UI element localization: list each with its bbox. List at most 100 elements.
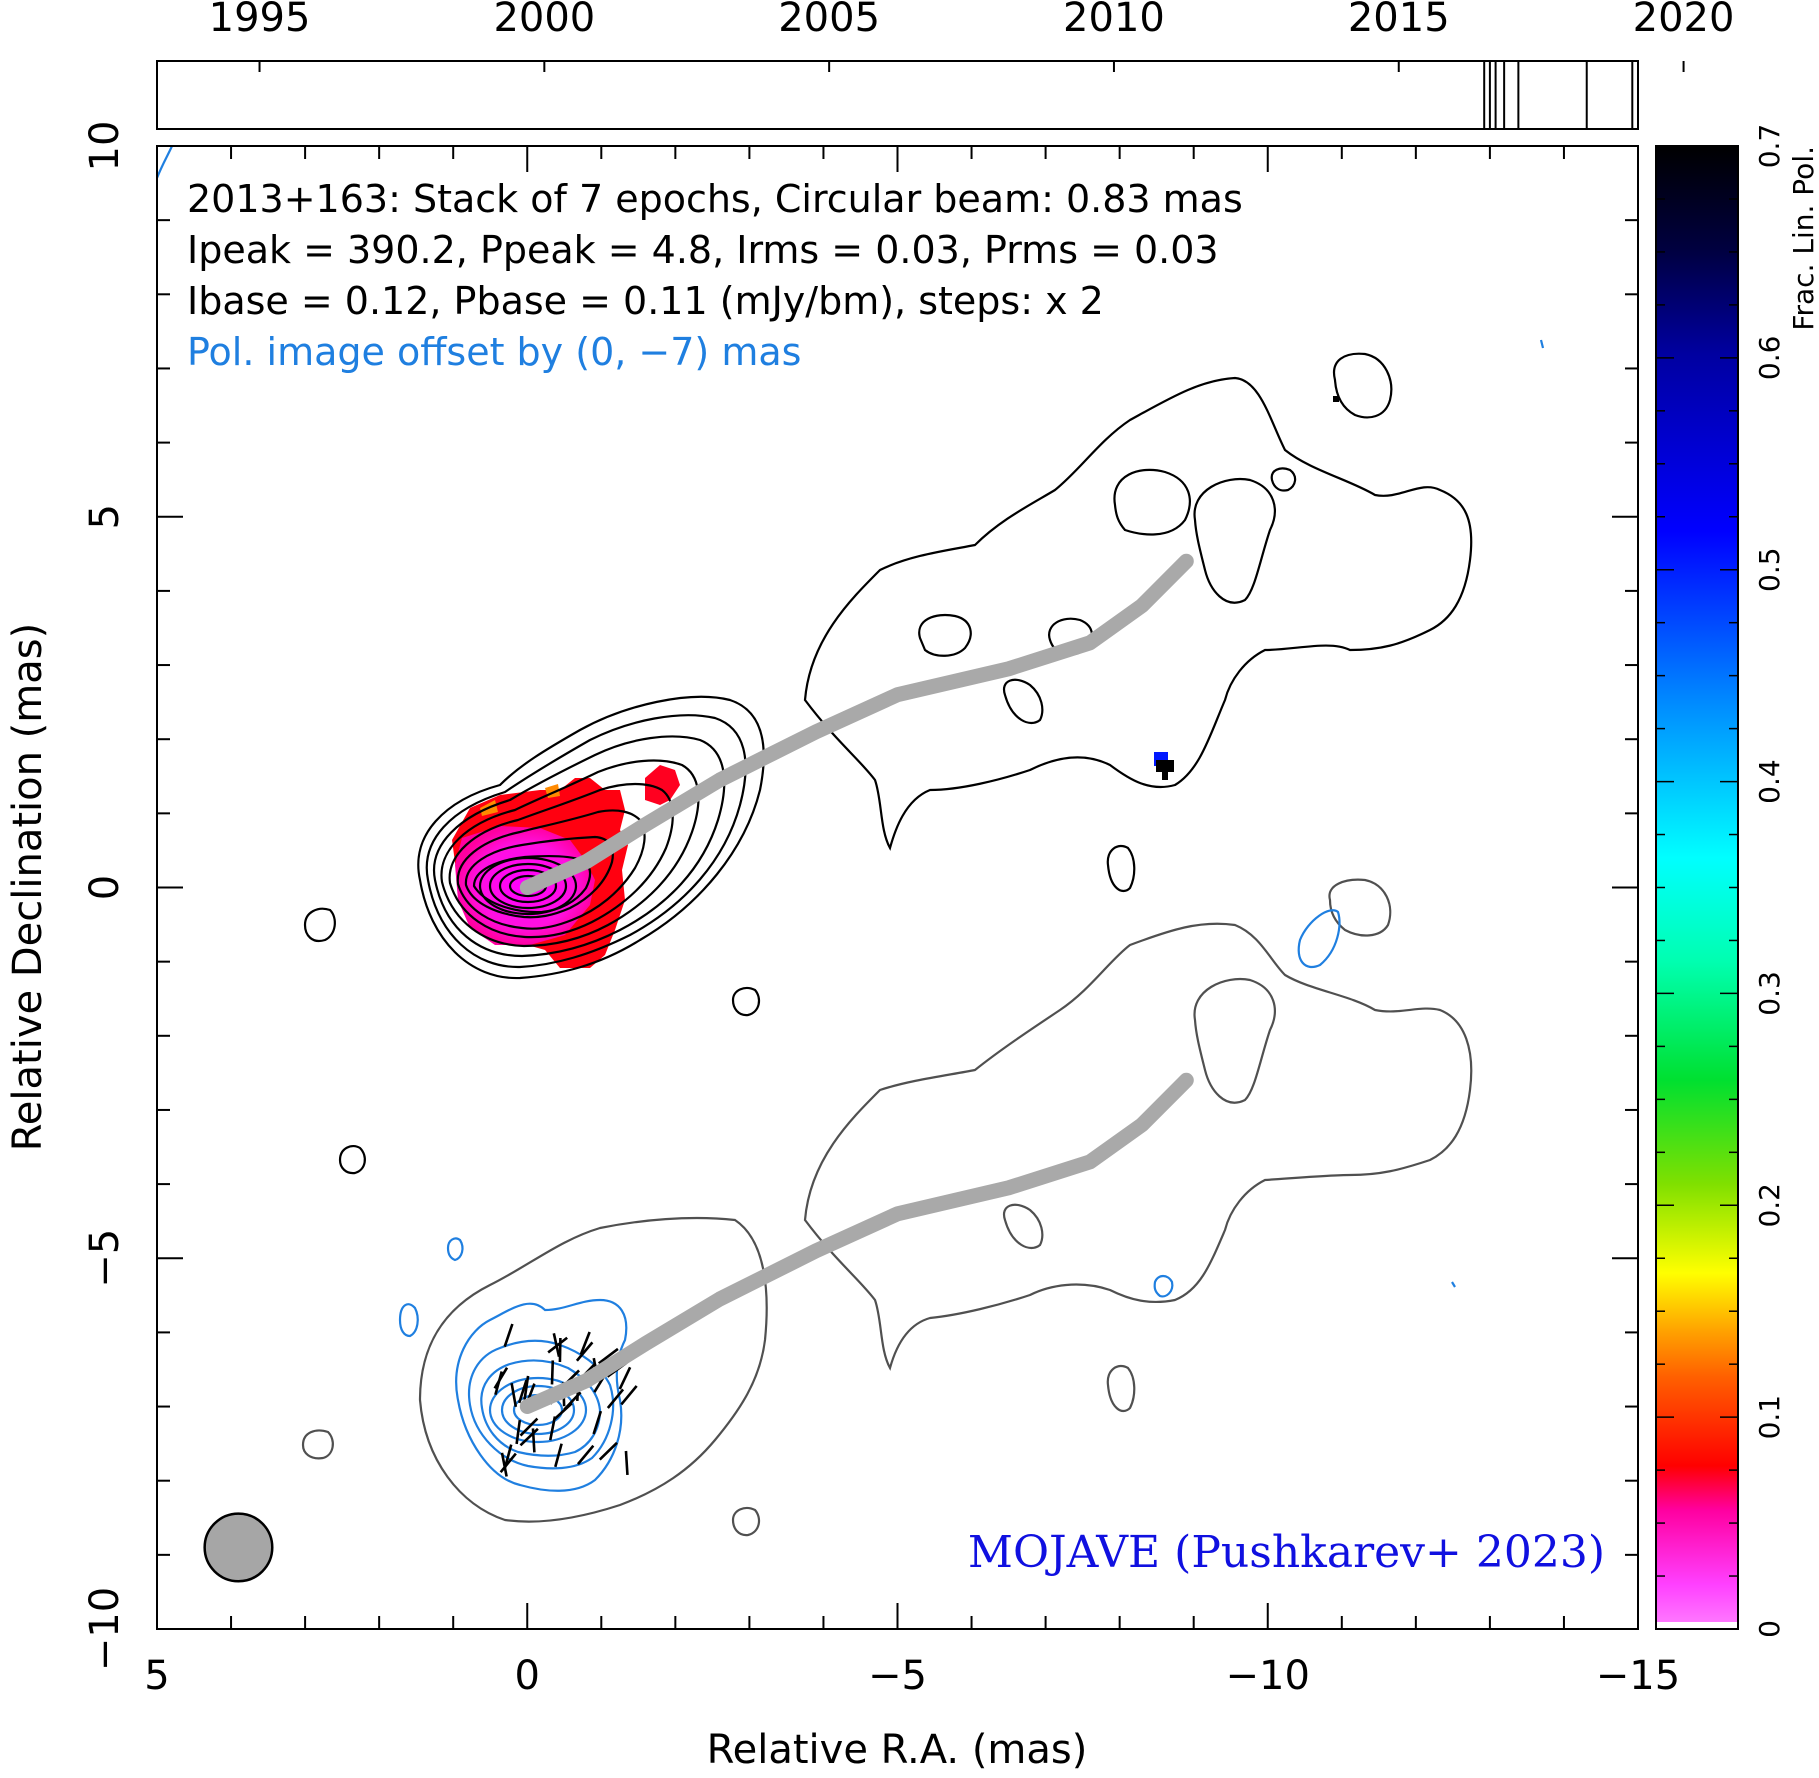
y-tick-label: 5	[82, 504, 128, 529]
jet-inner-loop-6	[1270, 467, 1297, 492]
jet-inner-loop-3	[918, 613, 972, 657]
intensity-jet-contours	[303, 352, 1473, 1175]
y-tick-label: −5	[82, 1229, 128, 1288]
evpa-stick	[552, 1333, 561, 1357]
core-contour-7	[464, 835, 614, 919]
jet-inner-loop-2	[1193, 477, 1276, 604]
epoch-timeline: 1995 2000 2005 2010 2015 2020	[156, 0, 1735, 130]
jet-inner-loop-5	[1002, 678, 1044, 725]
evpa-stick	[620, 1385, 638, 1406]
colorbar-gradient	[1656, 146, 1738, 1629]
core-contour-11	[498, 868, 558, 904]
timeline-ticks: 1995 2000 2005 2010 2015 2020	[209, 0, 1735, 72]
timeline-tick-label: 1995	[209, 0, 311, 41]
offset-intensity-contours	[301, 878, 1473, 1537]
jet-knot-contour	[1332, 352, 1393, 419]
colorbar-label: Frac. Lin. Pol.	[1787, 146, 1819, 331]
pol-contour-1	[455, 1298, 628, 1492]
beam-circle	[203, 1512, 274, 1583]
offset-isolated-a	[1002, 1203, 1044, 1250]
evpa-stick	[517, 1379, 528, 1404]
x-tick-label: −10	[1226, 1653, 1310, 1699]
evpa-stick	[515, 1419, 522, 1445]
pol-contour-4	[488, 1376, 588, 1444]
ridge-line-offset	[519, 1072, 1194, 1414]
frac-pol-red-knot	[645, 765, 680, 805]
core-contour-1	[417, 695, 765, 980]
evpa-stick	[519, 1427, 539, 1447]
frac-pol-core	[452, 396, 1339, 968]
info-line-2: Ipeak = 390.2, Ppeak = 4.8, Irms = 0.03,…	[187, 228, 1219, 272]
pol-contour-2	[467, 1339, 615, 1470]
pol-contour-knot-d	[1297, 909, 1341, 968]
timeline-tick-label: 2005	[778, 0, 880, 41]
axis-tick-labels: 5 0 −5 −10 −15 −10 −5 0 5 10	[82, 121, 1680, 1699]
timeline-epochs	[1483, 61, 1634, 129]
colorbar-white-cap	[1656, 1622, 1738, 1629]
info-line-3: Ibase = 0.12, Pbase = 0.11 (mJy/bm), ste…	[187, 279, 1104, 323]
isolated-contour-c	[731, 986, 761, 1017]
colorbar: 0 0.1 0.2 0.3 0.4 0.5 0.6 0.7 Frac. Lin. Pol.	[1655, 124, 1819, 1638]
pol-offset-note: Pol. image offset by (0, −7) mas	[187, 330, 801, 374]
pol-contour-knot-b	[446, 1237, 464, 1262]
evpa-stick	[624, 1450, 629, 1476]
cb-tick-label: 0.5	[1753, 547, 1786, 592]
isolated-contour-d	[338, 1144, 366, 1175]
pol-contour-tiny-b	[1451, 1281, 1456, 1288]
evpa-stick	[606, 1388, 625, 1409]
x-tick-label: −15	[1596, 1653, 1680, 1699]
core-contour-9	[478, 856, 578, 916]
evpa-stick	[618, 1366, 632, 1390]
offset-jet-contour	[803, 922, 1473, 1371]
pol-contour-edge	[157, 146, 174, 179]
evpa-stick	[592, 1410, 603, 1435]
timeline-tick-label: 2000	[493, 0, 595, 41]
cb-tick-label: 0.1	[1753, 1395, 1786, 1440]
cb-tick-label: 0.6	[1753, 336, 1786, 381]
cb-tick-label: 0.2	[1753, 1183, 1786, 1228]
frac-pol-black-pixel	[1156, 760, 1174, 780]
timeline-tick-label: 2010	[1063, 0, 1165, 41]
evpa-stick	[597, 1347, 619, 1365]
map-panel: 5 0 −5 −10 −15 −10 −5 0 5 10 2013+163: Stack of 7…	[5, 121, 1680, 1773]
jet-outer-contour	[803, 376, 1473, 851]
credit-text: MOJAVE (Pushkarev+ 2023)	[968, 1527, 1605, 1578]
cb-tick-label: 0.3	[1753, 971, 1786, 1016]
axis-ticks	[156, 145, 1639, 1630]
x-axis-label: Relative R.A. (mas)	[707, 1727, 1088, 1773]
evpa-stick	[499, 1452, 517, 1474]
pol-contour-knot-c	[1153, 1274, 1174, 1298]
offset-jet-inner-loop	[1193, 977, 1276, 1104]
jet-inner-loop-1	[1113, 468, 1191, 536]
timeline-tick-label: 2015	[1348, 0, 1450, 41]
cb-tick-label: 0	[1753, 1620, 1786, 1638]
ridge-line	[519, 553, 1194, 895]
offset-isolated-b	[1106, 1364, 1136, 1413]
pol-contour-3	[480, 1359, 602, 1457]
evpa-stick	[519, 1417, 539, 1437]
pol-contour-5	[500, 1384, 576, 1436]
evpa-stick	[579, 1331, 591, 1355]
evpa-stick	[510, 1382, 518, 1408]
y-tick-label: 10	[82, 121, 128, 172]
y-axis-label: Relative Declination (mas)	[5, 623, 51, 1151]
map-content	[157, 146, 1545, 1583]
cb-tick-label: 0.4	[1753, 759, 1786, 804]
offset-isolated-c	[301, 1429, 334, 1460]
pol-contour-knot-a	[398, 1303, 419, 1338]
y-tick-label: −10	[82, 1587, 128, 1671]
evpa-stick	[500, 1452, 508, 1477]
x-tick-label: 5	[144, 1653, 169, 1699]
timeline-frame	[156, 60, 1639, 130]
evpa-stick	[550, 1360, 555, 1385]
x-tick-label: −5	[868, 1653, 927, 1699]
colorbar-ticks	[1656, 145, 1738, 1630]
colorbar-tick-labels: 0 0.1 0.2 0.3 0.4 0.5 0.6 0.7	[1753, 124, 1786, 1638]
evpa-stick	[576, 1444, 595, 1465]
frac-pol-orange-pixels	[480, 784, 560, 816]
info-line-1: 2013+163: Stack of 7 epochs, Circular be…	[187, 177, 1243, 221]
evpa-stick	[503, 1323, 514, 1348]
evpa-stick	[575, 1341, 594, 1362]
timeline-tick-label: 2020	[1633, 0, 1735, 41]
